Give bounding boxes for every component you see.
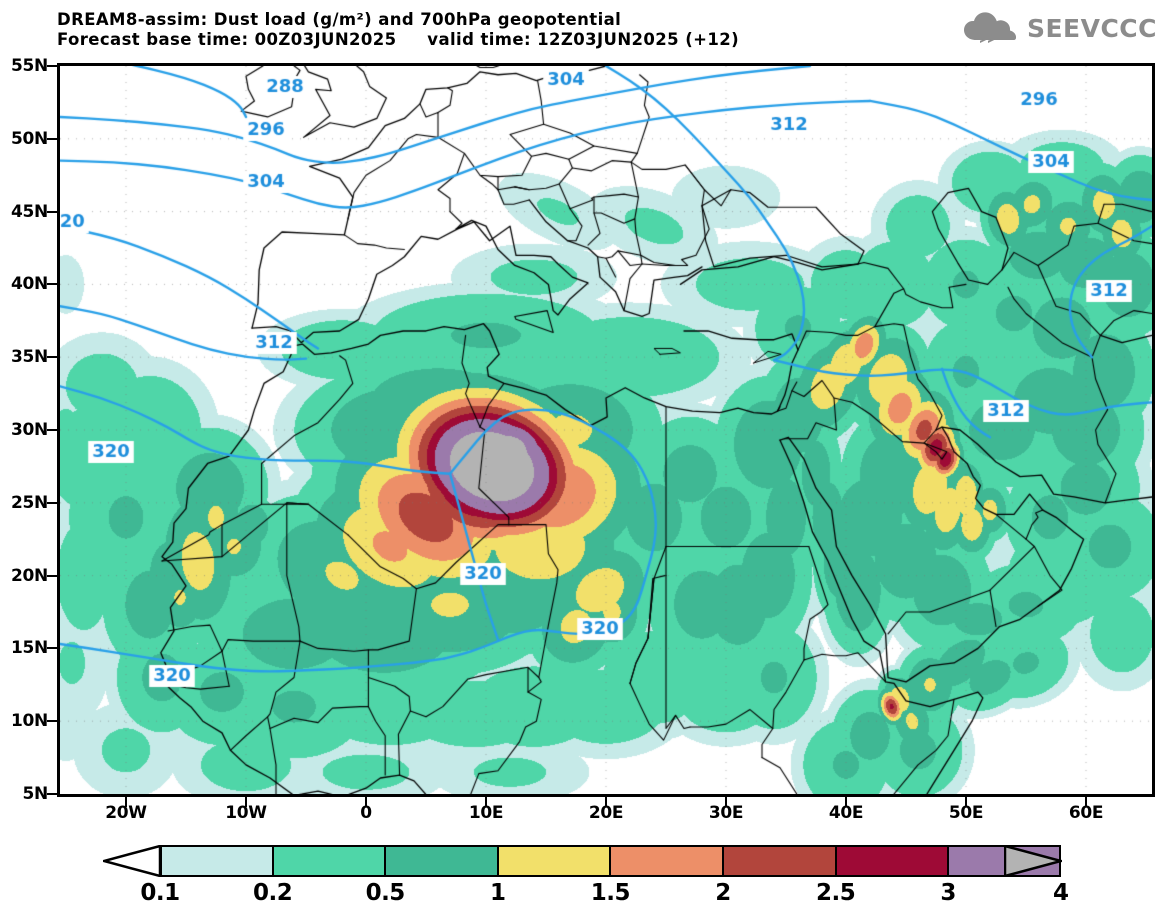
colorbar-cell: [722, 845, 836, 877]
y-axis-tick-mark: [47, 793, 57, 795]
dust-load-map-canvas: [60, 66, 1152, 794]
y-axis-tick-mark: [47, 65, 57, 67]
y-axis-tick-label: 35N: [11, 347, 48, 368]
y-axis-tick-label: 30N: [11, 420, 48, 440]
colorbar-over-arrow: [1004, 845, 1062, 877]
y-axis-tick-mark: [47, 574, 57, 577]
y-axis-tick-mark: [47, 210, 57, 213]
y-axis-tick-label: 45N: [11, 201, 48, 222]
colorbar-cell: [497, 845, 611, 877]
colorbar-tick-label: 0.5: [365, 880, 406, 906]
colorbar-tick-label: 0.2: [252, 880, 293, 906]
page-title: DREAM8-assim: Dust load (g/m²) and 700hP…: [57, 10, 622, 29]
logo-text: SEEVCCC: [1026, 13, 1157, 43]
colorbar-tick-label: 0.1: [140, 880, 180, 906]
title-block: DREAM8-assim: Dust load (g/m²) and 700hP…: [57, 10, 739, 50]
x-axis-tick-label: 10W: [225, 803, 267, 823]
y-axis-tick-mark: [47, 429, 57, 431]
colorbar-under-arrow: [103, 845, 161, 877]
y-axis-tick-label: 15N: [11, 638, 48, 659]
y-axis-tick-mark: [47, 501, 57, 504]
y-axis-tick-mark: [47, 356, 57, 359]
y-axis-tick-label: 25N: [11, 492, 48, 513]
y-axis-tick-mark: [47, 647, 57, 650]
x-axis-tick-mark: [485, 797, 487, 807]
x-axis-tick-mark: [245, 797, 247, 807]
chart-header: DREAM8-assim: Dust load (g/m²) and 700hP…: [0, 0, 1165, 62]
colorbar-cell: [272, 845, 386, 877]
y-axis-tick-label: 50N: [11, 128, 48, 149]
x-axis-tick-label: 30E: [708, 803, 744, 823]
x-axis-tick-label: 50E: [948, 803, 984, 823]
map-plot-area[interactable]: [57, 63, 1155, 797]
x-axis-tick-label: 10E: [468, 803, 504, 823]
colorbar-cell: [160, 845, 273, 877]
x-axis-tick-label: 60E: [1068, 803, 1104, 823]
y-axis-tick-mark: [47, 137, 57, 140]
colorbar-tick-label: 1: [490, 880, 506, 906]
colorbar-tick-label: 3: [940, 880, 956, 906]
x-axis-tick-label: 20W: [105, 803, 147, 823]
colorbar-cell: [385, 845, 498, 877]
y-axis-tick-label: 40N: [11, 274, 48, 295]
colorbar-cells: [160, 845, 1061, 877]
seevccc-logo: SEEVCCC: [962, 10, 1157, 46]
colorbar-tick-label: 2.5: [815, 880, 856, 906]
y-axis-tick-label: 20N: [11, 565, 48, 586]
y-axis-tick-label: 10N: [11, 711, 48, 732]
x-axis-tick-mark: [965, 797, 967, 807]
colorbar: 0.1 0.2 0.5 1 1.5 2 2.5 3 4: [0, 840, 1165, 907]
colorbar-cell: [835, 845, 949, 877]
y-axis-tick-mark: [47, 283, 57, 286]
colorbar-tick-label: 2: [715, 880, 731, 906]
colorbar-tick-label: 4: [1053, 880, 1069, 906]
x-axis-tick-mark: [125, 797, 127, 807]
x-axis-tick-label: 0: [360, 803, 372, 823]
x-axis-tick-mark: [845, 797, 847, 807]
cloud-icon: [963, 12, 1017, 43]
x-axis-tick-mark: [1085, 797, 1087, 807]
forecast-time-line: Forecast base time: 00Z03JUN2025 valid t…: [57, 30, 740, 49]
x-axis-tick-mark: [365, 797, 367, 807]
x-axis-tick-label: 20E: [588, 803, 624, 823]
x-axis-tick-label: 40E: [828, 803, 864, 823]
x-axis-tick-mark: [725, 797, 727, 807]
colorbar-cell: [610, 845, 723, 877]
y-axis-tick-label: 55N: [11, 56, 48, 76]
y-axis-tick-mark: [47, 720, 57, 723]
y-axis-tick-label: 5N: [22, 784, 49, 804]
x-axis-tick-mark: [605, 797, 607, 807]
colorbar-tick-label: 1.5: [590, 880, 631, 906]
